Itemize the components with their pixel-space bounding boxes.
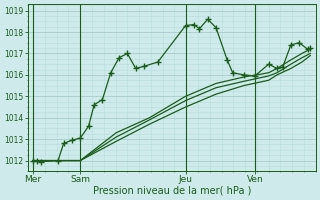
X-axis label: Pression niveau de la mer( hPa ): Pression niveau de la mer( hPa ) [92,186,251,196]
